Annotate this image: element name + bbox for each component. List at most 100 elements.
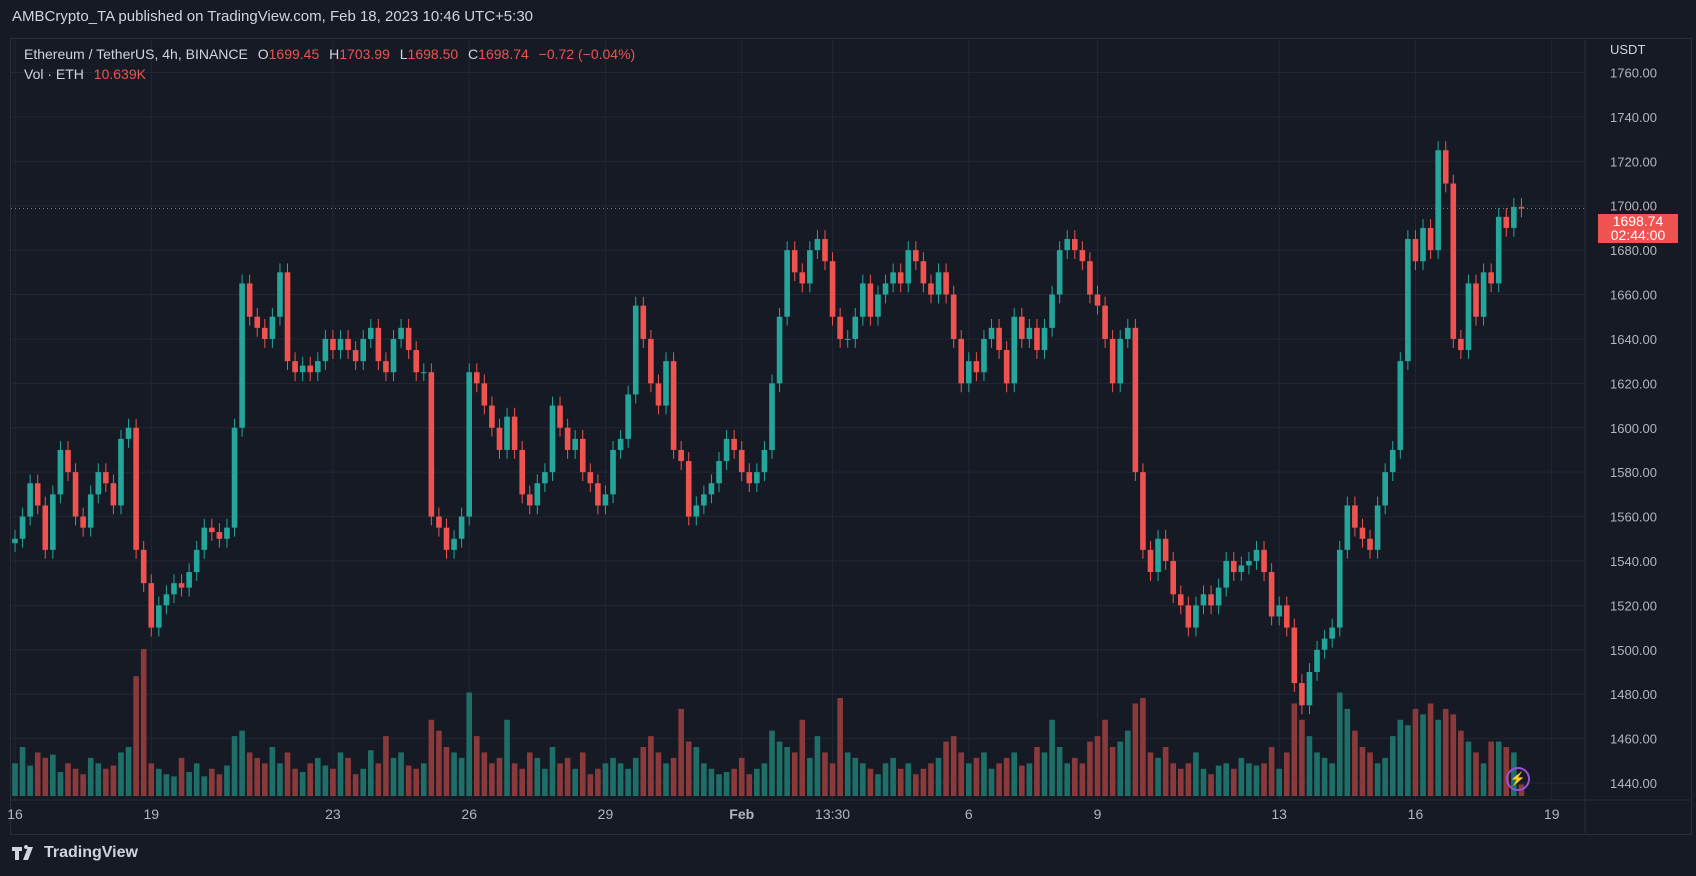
candle-body (1253, 549, 1260, 561)
volume-bar (807, 757, 813, 796)
candle-body (330, 338, 336, 351)
candle-body (996, 327, 1002, 351)
price-axis-unit[interactable]: USDT (1610, 42, 1646, 57)
candle-body (1056, 250, 1063, 295)
volume-bar (315, 757, 321, 796)
candle-body (882, 283, 889, 295)
price-tick-label: 1700.00 (1610, 199, 1657, 214)
candle-body (1329, 627, 1335, 639)
volume-bar (1495, 741, 1502, 796)
volume-label[interactable]: Vol · ETH (24, 66, 84, 82)
volume-bar (269, 747, 276, 796)
volume-bar (1367, 752, 1373, 796)
volume-bar (1420, 714, 1426, 796)
candle-body (844, 338, 851, 340)
candle-body (1049, 294, 1055, 328)
open-value: 1699.45 (268, 46, 320, 62)
price-tick-label: 1660.00 (1610, 288, 1657, 303)
volume-bar (769, 730, 775, 796)
candle-body (405, 327, 412, 351)
candle-body (1200, 594, 1207, 606)
volume-bar (1435, 719, 1441, 796)
candle-body (716, 461, 722, 484)
volume-bar (1094, 736, 1101, 796)
volume-bar (693, 747, 700, 796)
candle-body (269, 316, 276, 339)
volume-bar (905, 763, 912, 796)
volume-bar (1382, 757, 1388, 796)
candle-body (1336, 549, 1343, 628)
volume-bar (1321, 757, 1328, 796)
volume-bar (708, 768, 715, 796)
candle-body (451, 538, 457, 550)
volume-bar (1306, 736, 1313, 796)
volume-bar (110, 765, 117, 796)
candle-body (209, 527, 215, 533)
candle-body (1450, 183, 1457, 339)
candle-body (148, 583, 155, 628)
candle-body (769, 383, 775, 450)
volume-bar (935, 757, 942, 796)
volume-bar (1503, 747, 1510, 796)
candle-body (1261, 549, 1267, 573)
volume-bar (754, 768, 760, 796)
candle-body (1283, 605, 1290, 628)
lightning-icon[interactable]: ⚡ (1506, 767, 1530, 791)
candle-body (375, 327, 382, 362)
volume-bar (549, 747, 556, 796)
symbol-title[interactable]: Ethereum / TetherUS, 4h, BINANCE (24, 46, 248, 62)
volume-bar (277, 763, 283, 796)
volume-bar (156, 768, 162, 796)
volume-bar (1034, 747, 1040, 796)
candle-body (1246, 560, 1252, 566)
candle-body (1518, 206, 1525, 209)
candle-body (163, 594, 170, 606)
volume-bar (12, 763, 18, 796)
volume-bar (466, 692, 472, 796)
volume-bar (262, 763, 268, 796)
volume-bar (526, 752, 533, 796)
candle-body (201, 527, 208, 550)
footer-brand[interactable]: TradingView (12, 844, 138, 862)
volume-bar (844, 752, 851, 796)
candle-body (1140, 472, 1146, 550)
candle-body (186, 572, 192, 588)
volume-bar (761, 763, 768, 796)
time-tick-label: 6 (965, 806, 973, 822)
candle-body (231, 427, 238, 528)
candle-body (352, 350, 359, 362)
candle-body (1480, 272, 1487, 317)
volume-bar (1283, 752, 1290, 796)
candle-body (663, 361, 669, 406)
price-tick-label: 1460.00 (1610, 732, 1657, 747)
price-tick-label: 1640.00 (1610, 332, 1657, 347)
candle-body (1064, 239, 1071, 251)
candle-body (19, 516, 26, 539)
volume-bar (133, 676, 139, 796)
price-tick-label: 1720.00 (1610, 154, 1657, 169)
volume-bar (299, 772, 306, 796)
high-label: H (329, 46, 340, 62)
candle-body (284, 272, 291, 362)
volume-bar (125, 747, 132, 796)
candle-body (1215, 587, 1222, 606)
volume-bar (860, 763, 866, 796)
volume-bar (95, 763, 102, 796)
volume-bar (42, 757, 49, 796)
candle-body (156, 605, 162, 628)
volume-bar (1276, 768, 1282, 796)
candle-body (436, 516, 442, 528)
volume-bar (1359, 747, 1366, 796)
time-tick-label: 13 (1271, 806, 1287, 822)
candle-body (1019, 316, 1025, 339)
volume-bar (1442, 708, 1449, 796)
volume-bar (981, 752, 987, 796)
candle-body (1177, 594, 1184, 606)
candle-body (360, 338, 367, 362)
volume-bar (920, 768, 927, 796)
volume-bar (489, 763, 495, 796)
candle-body (27, 483, 33, 517)
volume-bar (57, 772, 64, 796)
candle-body (1132, 327, 1139, 473)
